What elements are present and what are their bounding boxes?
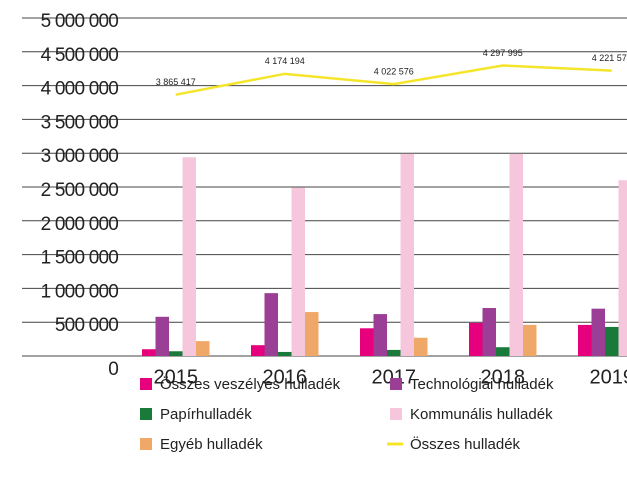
bar: [142, 349, 156, 356]
bar: [400, 153, 414, 356]
bar: [469, 322, 483, 356]
bar: [360, 328, 374, 356]
legend-swatch: [140, 408, 152, 420]
bar: [591, 308, 605, 356]
y-tick-label: 5 000 000: [41, 11, 119, 32]
bar: [155, 316, 169, 356]
y-tick-label: 500 000: [55, 315, 118, 336]
bar: [278, 351, 292, 356]
bar: [373, 314, 387, 356]
x-tick-label: 2015: [154, 366, 199, 388]
x-tick-label: 2017: [372, 366, 417, 388]
data-label: 3 865 417: [156, 77, 196, 87]
bar: [618, 180, 627, 356]
bar: [169, 351, 183, 356]
bar: [496, 347, 510, 356]
legend-label: Egyéb hulladék: [160, 436, 263, 453]
legend-swatch: [390, 378, 402, 390]
legend-label: Összes hulladék: [410, 435, 521, 453]
y-tick-label: 3 000 000: [41, 146, 119, 167]
line: [175, 64, 612, 96]
y-tick-label: 1 500 000: [41, 248, 119, 269]
y-tick-label: 2 500 000: [41, 180, 119, 201]
bar: [291, 187, 305, 356]
legend-label: Technológiai hulladék: [410, 376, 554, 393]
legend-swatch: [140, 438, 152, 450]
y-tick-label: 2 000 000: [41, 214, 119, 235]
data-label: 4 022 576: [374, 66, 414, 76]
y-tick-label: 4 500 000: [41, 45, 119, 66]
legend-label: Kommunális hulladék: [410, 406, 553, 423]
x-tick-label: 2016: [263, 366, 308, 388]
bar: [387, 349, 401, 356]
bar: [578, 324, 592, 356]
y-tick-label: 0: [108, 359, 118, 380]
bar: [414, 337, 428, 356]
data-label: 4 221 573: [592, 53, 627, 63]
y-tick-label: 4 000 000: [41, 79, 119, 100]
bar: [305, 312, 319, 356]
bar: [182, 157, 196, 356]
legend-swatch: [140, 378, 152, 390]
legend-label: Papírhulladék: [160, 406, 252, 423]
y-tick-label: 3 500 000: [41, 112, 119, 133]
data-label: 4 174 194: [265, 56, 305, 66]
x-tick-label: 2019: [590, 366, 627, 388]
bar: [251, 345, 265, 356]
bar: [196, 341, 210, 356]
legend-swatch: [390, 408, 402, 420]
bar: [482, 308, 496, 356]
bar: [509, 153, 523, 356]
bar: [605, 326, 619, 356]
y-tick-label: 1 000 000: [41, 281, 119, 302]
bar: [264, 293, 278, 356]
data-label: 4 297 995: [483, 48, 523, 58]
bar: [523, 324, 537, 356]
x-tick-label: 2018: [481, 366, 526, 388]
legend-label: Összes veszélyes hulladék: [160, 375, 341, 393]
